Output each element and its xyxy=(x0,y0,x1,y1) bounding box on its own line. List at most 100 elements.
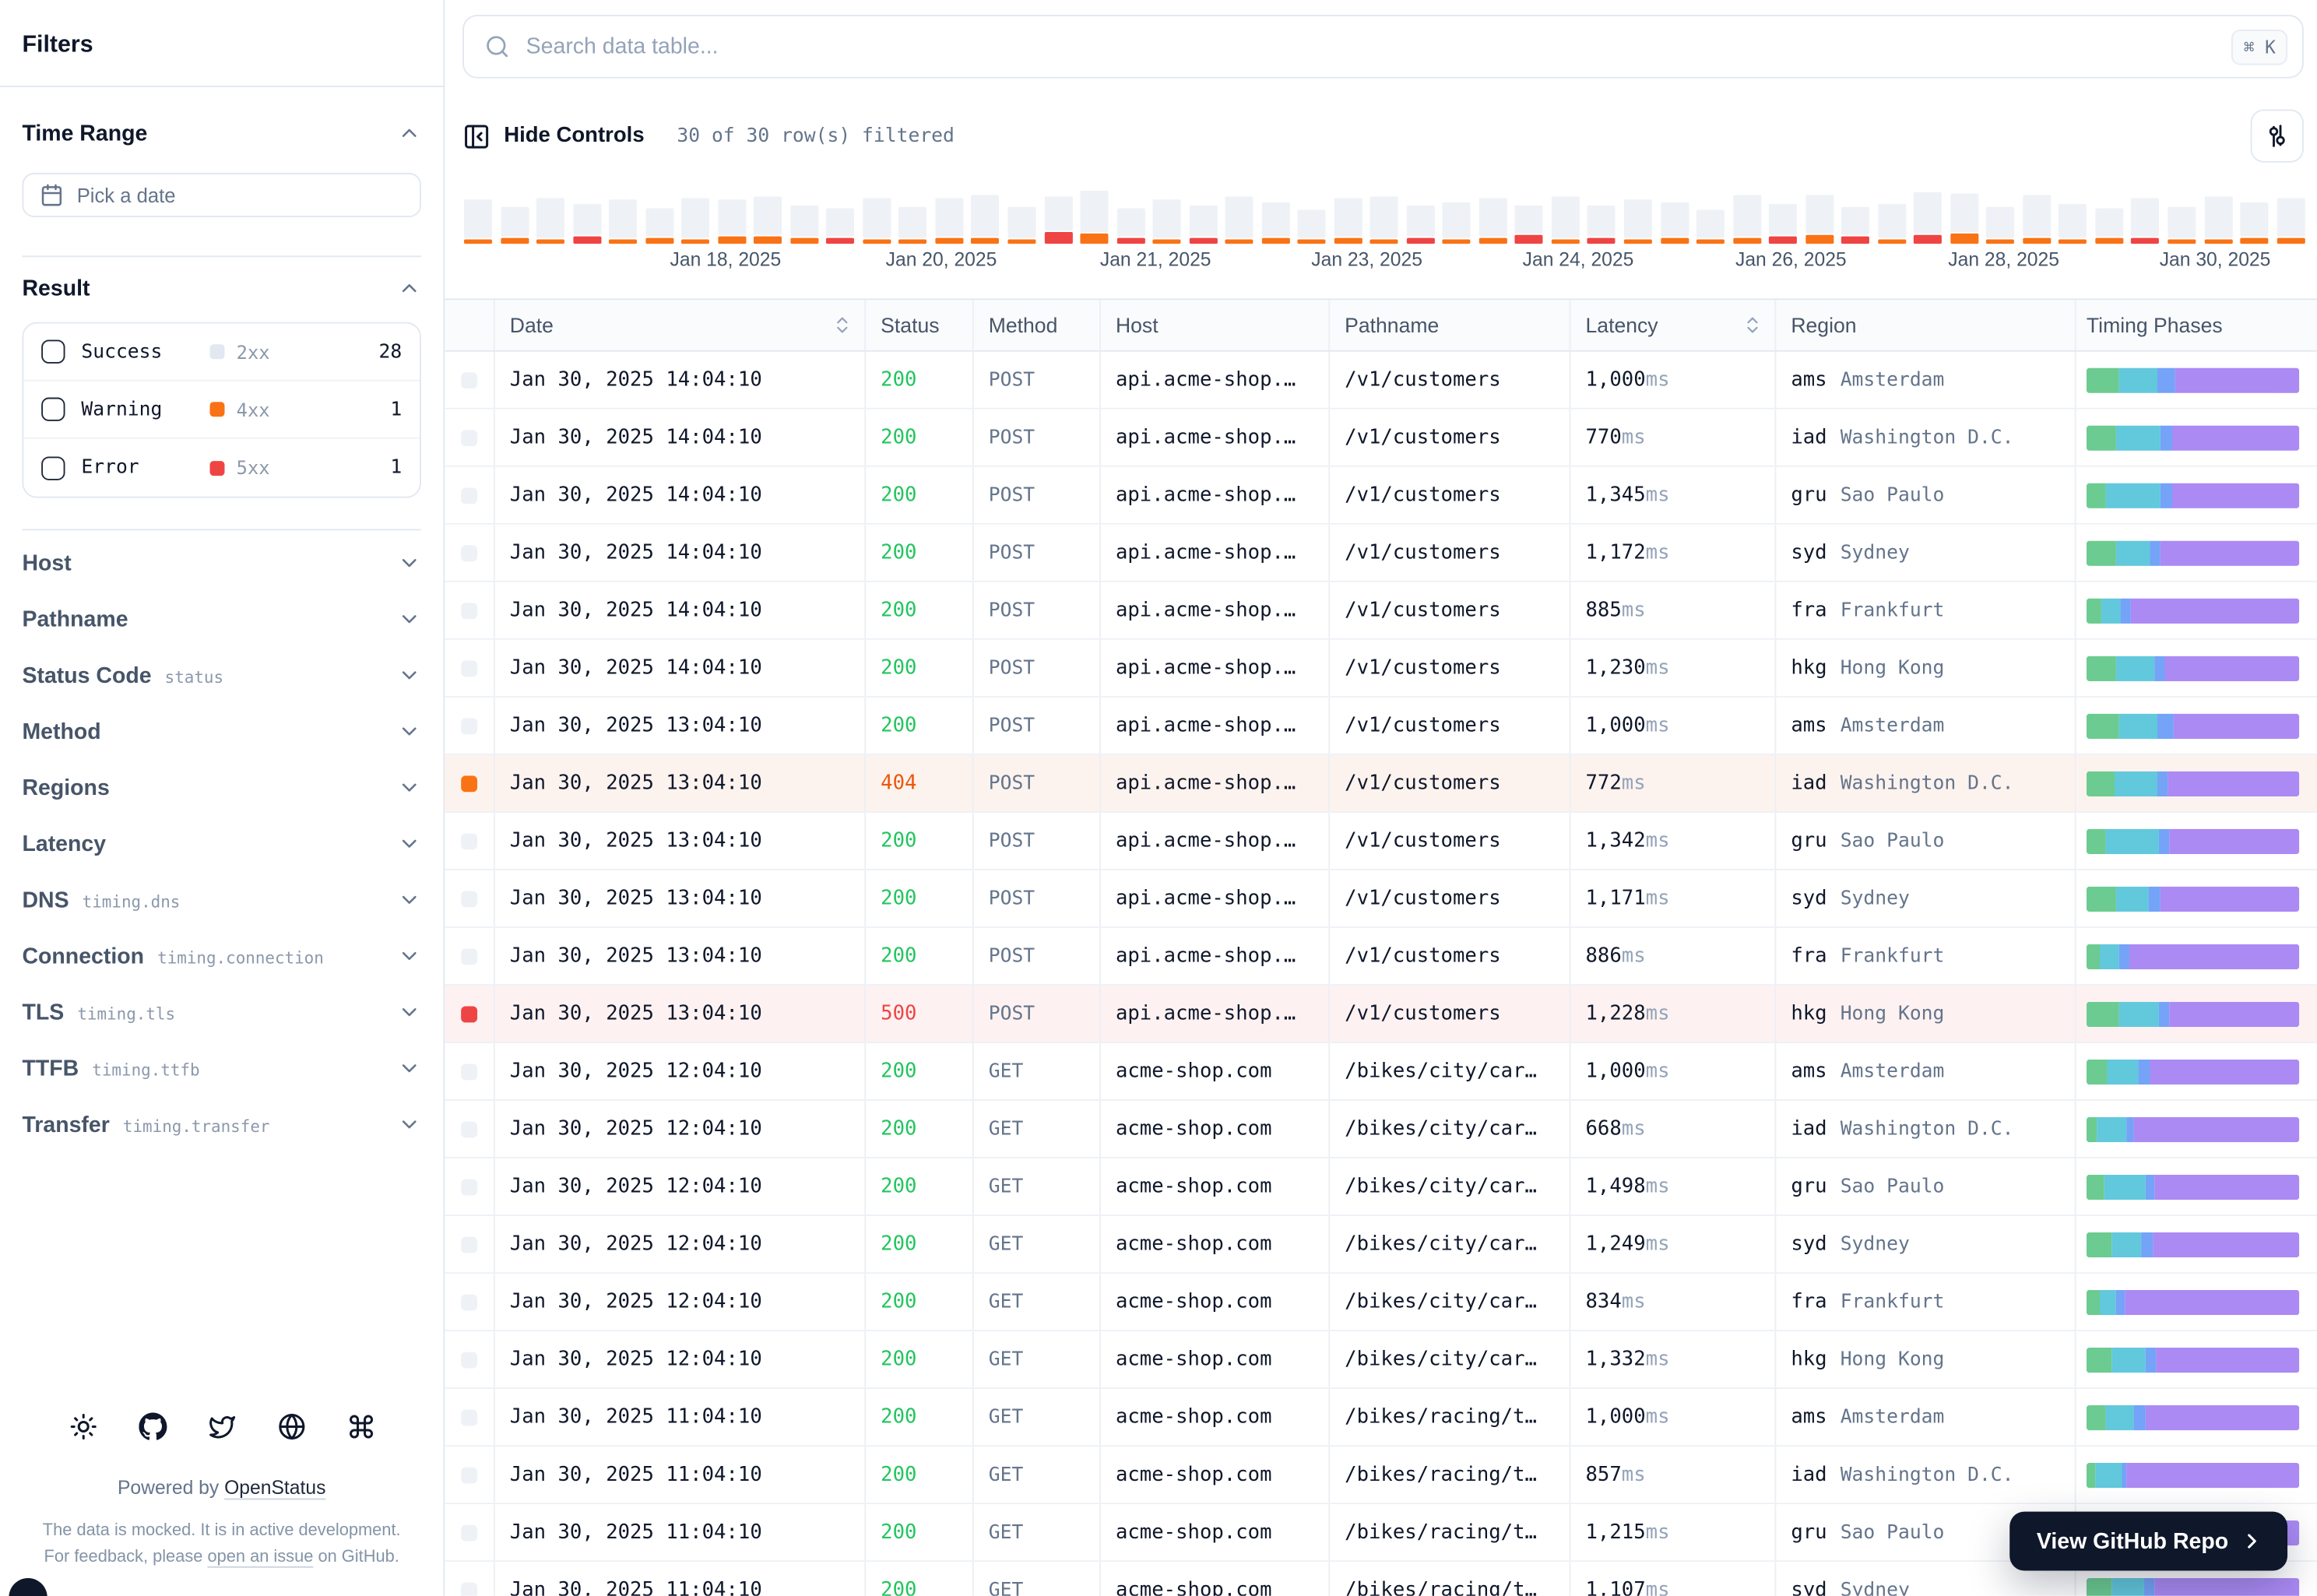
histogram-bar[interactable] xyxy=(717,199,746,244)
header-latency[interactable]: Latency xyxy=(1571,300,1777,350)
header-date[interactable]: Date xyxy=(495,300,867,350)
checkbox[interactable] xyxy=(41,339,65,364)
histogram-bar[interactable] xyxy=(2240,202,2269,244)
table-row[interactable]: Jan 30, 2025 12:04:10 200 GET acme-shop.… xyxy=(445,1216,2317,1274)
histogram-bar[interactable] xyxy=(971,195,1000,244)
histogram-bar[interactable] xyxy=(1515,205,1544,244)
histogram-bar[interactable] xyxy=(826,208,855,244)
table-row[interactable]: Jan 30, 2025 13:04:10 404 POST api.acme-… xyxy=(445,754,2317,813)
histogram-bar[interactable] xyxy=(2276,198,2305,244)
table-row[interactable]: Jan 30, 2025 11:04:10 200 GET acme-shop.… xyxy=(445,1389,2317,1447)
histogram-bar[interactable] xyxy=(1769,203,1798,244)
histogram-bar[interactable] xyxy=(681,198,710,244)
table-row[interactable]: Jan 30, 2025 13:04:10 200 POST api.acme-… xyxy=(445,927,2317,986)
histogram-bar[interactable] xyxy=(1043,196,1072,244)
date-picker-button[interactable]: Pick a date xyxy=(22,173,421,218)
checkbox[interactable] xyxy=(41,397,65,421)
table-row[interactable]: Jan 30, 2025 11:04:10 200 GET acme-shop.… xyxy=(445,1562,2317,1596)
histogram-bar[interactable] xyxy=(754,196,782,244)
table-row[interactable]: Jan 30, 2025 13:04:10 200 POST api.acme-… xyxy=(445,870,2317,928)
histogram-bar[interactable] xyxy=(863,198,891,244)
histogram-bar[interactable] xyxy=(1297,209,1326,244)
filter-accordion-item[interactable]: Transfer timing.transfer xyxy=(22,1096,420,1152)
header-method[interactable]: Method xyxy=(974,300,1101,350)
globe-icon[interactable] xyxy=(277,1413,305,1441)
histogram-bar[interactable] xyxy=(1623,199,1652,244)
histogram-bar[interactable] xyxy=(1551,196,1580,244)
filter-accordion-item[interactable]: TLS timing.tls xyxy=(22,984,420,1040)
histogram-bar[interactable] xyxy=(1369,196,1399,244)
histogram-bar[interactable] xyxy=(1152,199,1181,244)
histogram-bar[interactable] xyxy=(1080,190,1109,244)
histogram-bar[interactable] xyxy=(2203,196,2232,244)
histogram-bar[interactable] xyxy=(1443,202,1471,244)
histogram-bar[interactable] xyxy=(2023,195,2052,244)
filter-accordion-item[interactable]: Status Code status xyxy=(22,647,420,703)
requests-histogram[interactable]: Jan 18, 2025 Jan 20, 2025 Jan 21, 2025 Jan … xyxy=(463,190,2305,270)
result-option-row[interactable]: Success 2xx 28 xyxy=(23,323,420,381)
search-input[interactable] xyxy=(522,32,2219,61)
header-pathname[interactable]: Pathname xyxy=(1330,300,1571,350)
table-row[interactable]: Jan 30, 2025 11:04:10 200 GET acme-shop.… xyxy=(445,1447,2317,1505)
histogram-bar[interactable] xyxy=(1877,203,1906,244)
histogram-bar[interactable] xyxy=(1950,193,1978,244)
openstatus-link[interactable]: OpenStatus xyxy=(224,1476,326,1499)
table-row[interactable]: Jan 30, 2025 14:04:10 200 POST api.acme-… xyxy=(445,409,2317,467)
histogram-bar[interactable] xyxy=(1841,206,1870,244)
cut-off-corner-button[interactable] xyxy=(9,1578,47,1596)
histogram-bar[interactable] xyxy=(1334,198,1362,244)
table-row[interactable]: Jan 30, 2025 13:04:10 500 POST api.acme-… xyxy=(445,985,2317,1043)
table-row[interactable]: Jan 30, 2025 14:04:10 200 POST api.acme-… xyxy=(445,582,2317,640)
table-row[interactable]: Jan 30, 2025 12:04:10 200 GET acme-shop.… xyxy=(445,1331,2317,1390)
histogram-bar[interactable] xyxy=(2168,206,2196,244)
histogram-bar[interactable] xyxy=(500,206,529,244)
histogram-bar[interactable] xyxy=(1007,206,1036,244)
histogram-bar[interactable] xyxy=(1587,205,1616,244)
table-row[interactable]: Jan 30, 2025 12:04:10 200 GET acme-shop.… xyxy=(445,1100,2317,1159)
table-row[interactable]: Jan 30, 2025 13:04:10 200 POST api.acme-… xyxy=(445,812,2317,870)
histogram-bar[interactable] xyxy=(1732,195,1761,244)
histogram-bar[interactable] xyxy=(536,198,565,244)
view-options-button[interactable] xyxy=(2250,109,2304,163)
filter-accordion-item[interactable]: TTFB timing.ttfb xyxy=(22,1040,420,1096)
twitter-icon[interactable] xyxy=(208,1413,236,1441)
table-row[interactable]: Jan 30, 2025 12:04:10 200 GET acme-shop.… xyxy=(445,1042,2317,1101)
histogram-bar[interactable] xyxy=(1660,202,1689,244)
histogram-bar[interactable] xyxy=(1478,198,1507,244)
sun-icon[interactable] xyxy=(69,1413,97,1441)
table-row[interactable]: Jan 30, 2025 11:04:10 200 GET acme-shop.… xyxy=(445,1504,2317,1563)
table-row[interactable]: Jan 30, 2025 14:04:10 200 POST api.acme-… xyxy=(445,466,2317,525)
filter-accordion-item[interactable]: Regions xyxy=(22,760,420,816)
github-icon[interactable] xyxy=(138,1413,167,1441)
table-row[interactable]: Jan 30, 2025 12:04:10 200 GET acme-shop.… xyxy=(445,1158,2317,1217)
histogram-bar[interactable] xyxy=(572,203,601,244)
histogram-bar[interactable] xyxy=(2059,203,2087,244)
histogram-bar[interactable] xyxy=(1696,209,1725,244)
table-row[interactable]: Jan 30, 2025 14:04:10 200 POST api.acme-… xyxy=(445,639,2317,698)
result-section-header[interactable]: Result xyxy=(22,269,420,307)
histogram-bar[interactable] xyxy=(2131,198,2160,244)
view-github-repo-button[interactable]: View GitHub Repo xyxy=(2009,1511,2288,1571)
histogram-bar[interactable] xyxy=(463,199,493,244)
histogram-bar[interactable] xyxy=(1116,208,1145,244)
table-row[interactable]: Jan 30, 2025 14:04:10 200 POST api.acme-… xyxy=(445,524,2317,582)
filter-accordion-item[interactable]: Connection timing.connection xyxy=(22,928,420,984)
header-timing-phases[interactable]: Timing Phases xyxy=(2086,313,2223,337)
histogram-bar[interactable] xyxy=(898,206,927,244)
checkbox[interactable] xyxy=(41,455,65,480)
histogram-bar[interactable] xyxy=(1986,206,2015,244)
table-row[interactable]: Jan 30, 2025 14:04:10 200 POST api.acme-… xyxy=(445,351,2317,410)
time-range-section-header[interactable]: Time Range xyxy=(22,111,420,155)
header-status[interactable]: Status xyxy=(866,300,974,350)
histogram-bar[interactable] xyxy=(1805,195,1834,244)
header-host[interactable]: Host xyxy=(1101,300,1331,350)
filter-accordion-item[interactable]: Method xyxy=(22,703,420,759)
command-icon[interactable] xyxy=(346,1413,374,1441)
header-region[interactable]: Region xyxy=(1776,300,2076,350)
histogram-bar[interactable] xyxy=(1914,192,1943,244)
histogram-bar[interactable] xyxy=(609,199,638,244)
histogram-bar[interactable] xyxy=(1189,205,1218,244)
histogram-bar[interactable] xyxy=(645,208,673,244)
result-option-row[interactable]: Error 5xx 1 xyxy=(23,438,420,497)
result-option-row[interactable]: Warning 4xx 1 xyxy=(23,381,420,439)
